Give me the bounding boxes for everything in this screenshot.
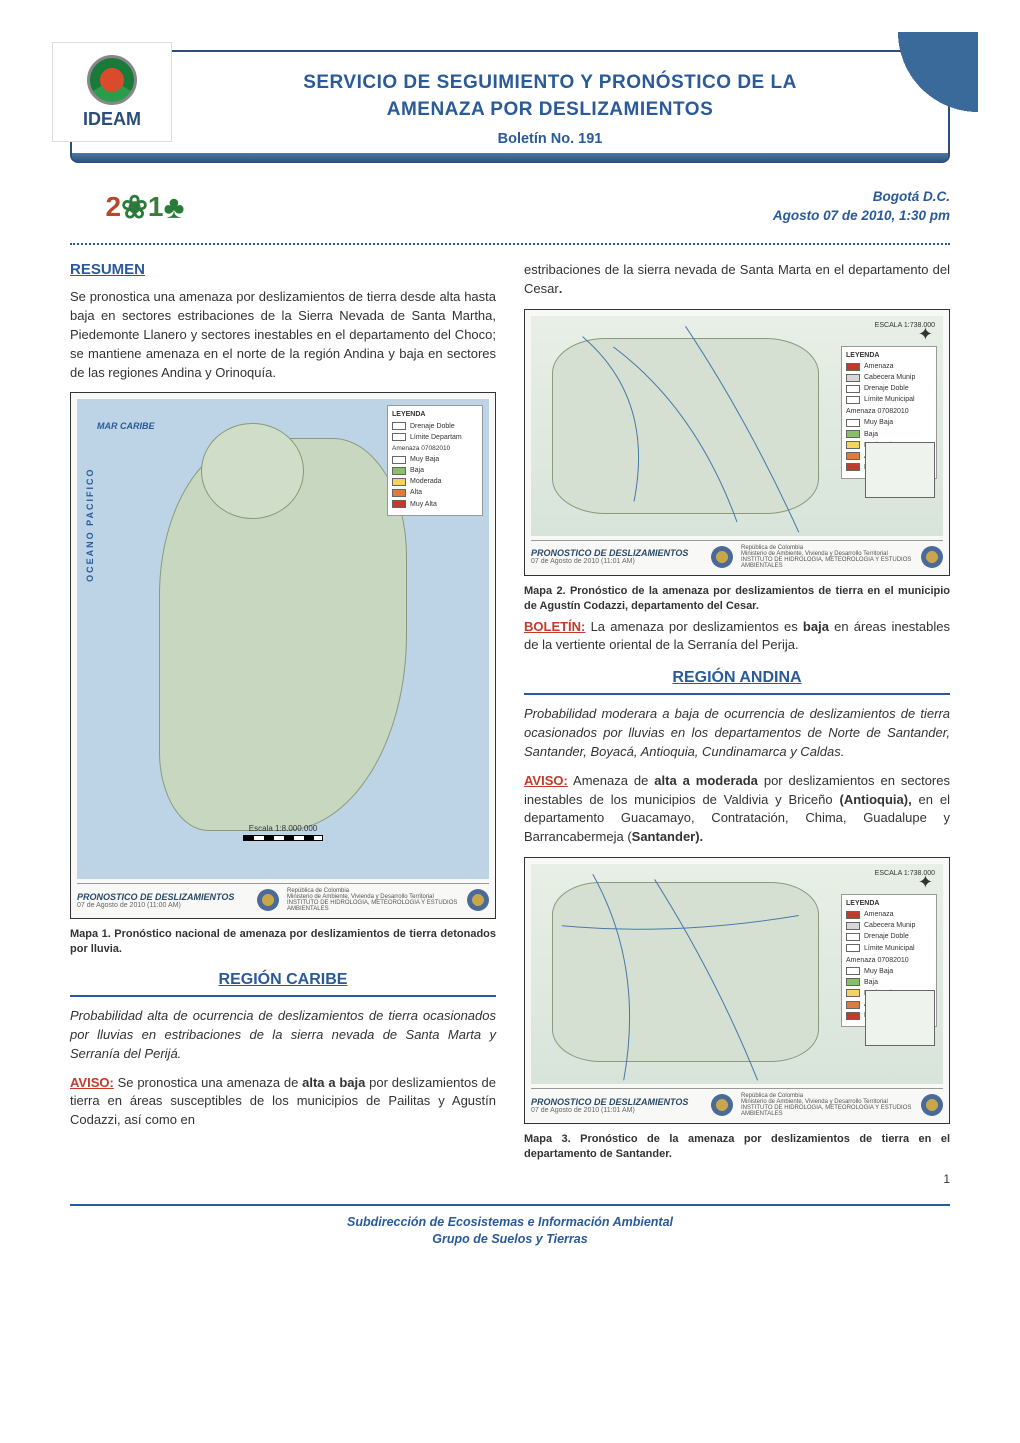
region-andina-rule bbox=[524, 693, 950, 695]
year-2010-logo: 2❀1♣ bbox=[70, 179, 220, 235]
ideam-shield-icon bbox=[467, 889, 489, 911]
right-column: estribaciones de la sierra nevada de San… bbox=[524, 261, 950, 1186]
ideam-shield-icon bbox=[921, 546, 943, 568]
page-number: 1 bbox=[524, 1172, 950, 1186]
map3-figure: ✦ LEYENDA Amenaza Cabecera Munip Drenaje… bbox=[524, 857, 950, 1124]
map3-caption: Mapa 3. Pronóstico de la amenaza por des… bbox=[524, 1132, 950, 1162]
map1-footer: PRONOSTICO DE DESLIZAMIENTOS 07 de Agost… bbox=[77, 883, 489, 912]
map1-image: OCEANO PACIFICO MAR CARIBE ⇧ LEYENDA Dre… bbox=[77, 399, 489, 879]
caribe-aviso: AVISO: Se pronostica una amenaza de alta… bbox=[70, 1074, 496, 1131]
footer-rule bbox=[70, 1204, 950, 1206]
corner-swoosh-icon bbox=[838, 32, 978, 152]
dotted-rule bbox=[70, 243, 950, 245]
map3-footer: PRONOSTICO DE DESLIZAMIENTOS 07 de Agost… bbox=[531, 1088, 943, 1117]
map1-scale: Escala 1:8.000.000 bbox=[243, 824, 323, 841]
content-columns: RESUMEN Se pronostica una amenaza por de… bbox=[70, 261, 950, 1186]
ocean-label: OCEANO PACIFICO bbox=[85, 468, 95, 582]
header-banner: IDEAM SERVICIO DE SEGUIMIENTO Y PRONÓSTI… bbox=[70, 50, 950, 163]
shield-icon bbox=[257, 889, 279, 911]
map2-inset bbox=[865, 442, 935, 498]
shield-icon bbox=[711, 546, 733, 568]
boletin-label: BOLETÍN: bbox=[524, 619, 585, 634]
ideam-logo-text: IDEAM bbox=[83, 109, 141, 130]
map2-image: ✦ LEYENDA Amenaza Cabecera Munip Drenaje… bbox=[531, 316, 943, 536]
region-andina-heading: REGIÓN ANDINA bbox=[524, 669, 950, 687]
map3-image: ✦ LEYENDA Amenaza Cabecera Munip Drenaje… bbox=[531, 864, 943, 1084]
map1-caption: Mapa 1. Pronóstico nacional de amenaza p… bbox=[70, 927, 496, 957]
region-caribe-rule bbox=[70, 995, 496, 997]
ideam-logo: IDEAM bbox=[52, 42, 172, 142]
banner-title-2: AMENAZA POR DESLIZAMIENTOS bbox=[212, 97, 888, 124]
aviso-label: AVISO: bbox=[70, 1075, 114, 1090]
map3-inset bbox=[865, 990, 935, 1046]
andina-intro: Probabilidad moderara a baja de ocurrenc… bbox=[524, 705, 950, 762]
footer-line2: Grupo de Suelos y Tierras bbox=[70, 1231, 950, 1249]
map2-caption: Mapa 2. Pronóstico de la amenaza por des… bbox=[524, 584, 950, 614]
banner-subtitle: Boletín No. 191 bbox=[212, 131, 888, 147]
caribe-intro: Probabilidad alta de ocurrencia de desli… bbox=[70, 1007, 496, 1064]
resumen-body: Se pronostica una amenaza por deslizamie… bbox=[70, 288, 496, 382]
col2-intro: estribaciones de la sierra nevada de San… bbox=[524, 261, 950, 299]
resumen-heading: RESUMEN bbox=[70, 261, 496, 278]
andina-aviso: AVISO: Amenaza de alta a moderada por de… bbox=[524, 772, 950, 847]
city: Bogotá D.C. bbox=[773, 188, 950, 207]
date: Agosto 07 de 2010, 1:30 pm bbox=[773, 207, 950, 226]
map2-footer: PRONOSTICO DE DESLIZAMIENTOS 07 de Agost… bbox=[531, 540, 943, 569]
map1-legend: LEYENDA Drenaje Doble Límite Departam Am… bbox=[387, 405, 483, 515]
swirl-icon bbox=[87, 55, 137, 105]
shield-icon bbox=[711, 1094, 733, 1116]
sub-banner: 2❀1♣ Bogotá D.C. Agosto 07 de 2010, 1:30… bbox=[70, 179, 950, 235]
ideam-shield-icon bbox=[921, 1094, 943, 1116]
map2-boletin: BOLETÍN: La amenaza por deslizamientos e… bbox=[524, 618, 950, 656]
left-column: RESUMEN Se pronostica una amenaza por de… bbox=[70, 261, 496, 1186]
region-caribe-heading: REGIÓN CARIBE bbox=[70, 971, 496, 989]
banner-title-1: SERVICIO DE SEGUIMIENTO Y PRONÓSTICO DE … bbox=[212, 70, 888, 97]
date-block: Bogotá D.C. Agosto 07 de 2010, 1:30 pm bbox=[773, 188, 950, 226]
map2-figure: ✦ LEYENDA Amenaza Cabecera Munip Drenaje… bbox=[524, 309, 950, 576]
map1-figure: OCEANO PACIFICO MAR CARIBE ⇧ LEYENDA Dre… bbox=[70, 392, 496, 919]
caribe-label: MAR CARIBE bbox=[97, 421, 155, 431]
footer-line1: Subdirección de Ecosistemas e Informació… bbox=[70, 1214, 950, 1232]
